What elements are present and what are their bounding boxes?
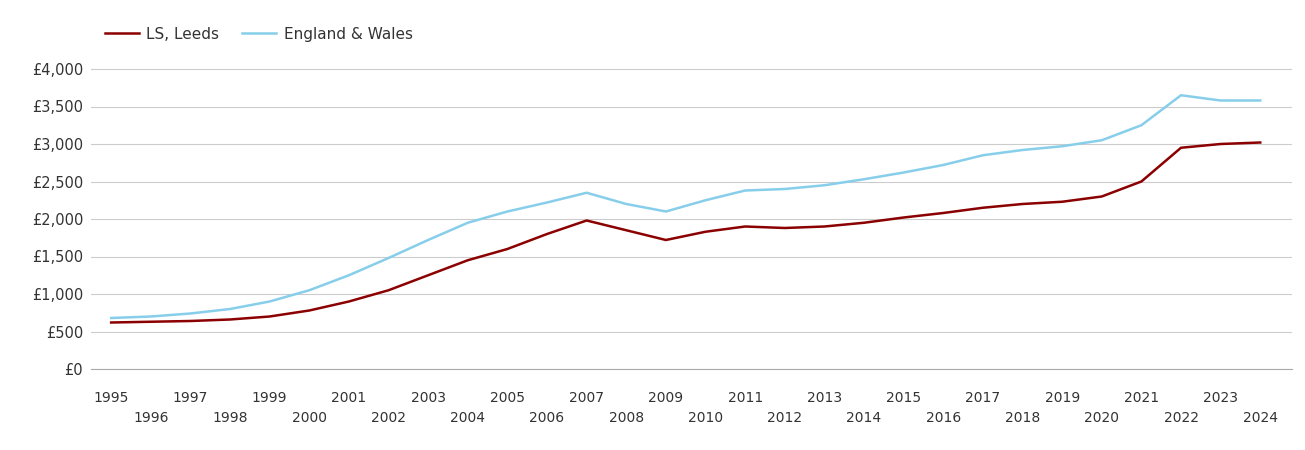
England & Wales (856, 176, 872, 182)
Text: 2007: 2007 (569, 391, 604, 405)
Text: 1998: 1998 (213, 411, 248, 425)
LS, Leeds (737, 224, 753, 229)
Text: 2001: 2001 (331, 391, 367, 405)
Text: 2016: 2016 (925, 411, 960, 425)
Text: 2012: 2012 (767, 411, 803, 425)
England & Wales (1134, 122, 1150, 128)
Text: 2024: 2024 (1242, 411, 1278, 425)
LS, Leeds (936, 210, 951, 216)
LS, Leeds (579, 218, 595, 223)
England & Wales (262, 299, 278, 304)
Line: England & Wales: England & Wales (111, 95, 1261, 318)
LS, Leeds (341, 299, 356, 304)
Text: 2000: 2000 (292, 411, 326, 425)
England & Wales (737, 188, 753, 193)
LS, Leeds (1134, 179, 1150, 184)
England & Wales (222, 306, 238, 312)
England & Wales (975, 153, 990, 158)
Text: 1995: 1995 (94, 391, 129, 405)
Text: 1997: 1997 (172, 391, 207, 405)
LS, Leeds (975, 205, 990, 211)
LS, Leeds (301, 308, 317, 313)
Text: 2020: 2020 (1084, 411, 1120, 425)
LS, Leeds (698, 229, 714, 234)
Legend: LS, Leeds, England & Wales: LS, Leeds, England & Wales (99, 21, 419, 48)
England & Wales (144, 314, 159, 319)
England & Wales (459, 220, 475, 225)
Text: 2017: 2017 (966, 391, 1001, 405)
Line: LS, Leeds: LS, Leeds (111, 143, 1261, 323)
England & Wales (1054, 144, 1070, 149)
Text: 2010: 2010 (688, 411, 723, 425)
Text: 2005: 2005 (489, 391, 525, 405)
England & Wales (500, 209, 515, 214)
Text: 2013: 2013 (806, 391, 842, 405)
Text: 2011: 2011 (727, 391, 762, 405)
England & Wales (698, 198, 714, 203)
Text: 1996: 1996 (133, 411, 168, 425)
Text: 2023: 2023 (1203, 391, 1238, 405)
LS, Leeds (1054, 199, 1070, 204)
Text: 1999: 1999 (252, 391, 287, 405)
England & Wales (103, 315, 119, 321)
LS, Leeds (103, 320, 119, 325)
Text: 2008: 2008 (608, 411, 643, 425)
LS, Leeds (895, 215, 911, 220)
England & Wales (1212, 98, 1228, 103)
England & Wales (1253, 98, 1268, 103)
LS, Leeds (222, 317, 238, 322)
Text: 2014: 2014 (847, 411, 882, 425)
LS, Leeds (381, 288, 397, 293)
LS, Leeds (144, 319, 159, 324)
England & Wales (183, 311, 198, 316)
England & Wales (1015, 147, 1031, 153)
Text: 2015: 2015 (886, 391, 921, 405)
LS, Leeds (658, 237, 673, 243)
Text: 2009: 2009 (649, 391, 684, 405)
LS, Leeds (262, 314, 278, 319)
England & Wales (381, 255, 397, 261)
LS, Leeds (1173, 145, 1189, 150)
LS, Leeds (500, 246, 515, 252)
England & Wales (936, 162, 951, 168)
LS, Leeds (619, 228, 634, 233)
Text: 2003: 2003 (411, 391, 445, 405)
Text: 2004: 2004 (450, 411, 485, 425)
LS, Leeds (183, 318, 198, 324)
LS, Leeds (420, 273, 436, 278)
Text: 2022: 2022 (1164, 411, 1198, 425)
England & Wales (895, 170, 911, 175)
LS, Leeds (1212, 141, 1228, 147)
England & Wales (579, 190, 595, 195)
England & Wales (1094, 138, 1109, 143)
England & Wales (341, 273, 356, 278)
England & Wales (776, 186, 792, 192)
Text: 2021: 2021 (1124, 391, 1159, 405)
England & Wales (1173, 93, 1189, 98)
England & Wales (817, 183, 833, 188)
LS, Leeds (1253, 140, 1268, 145)
Text: 2018: 2018 (1005, 411, 1040, 425)
England & Wales (420, 237, 436, 243)
LS, Leeds (1015, 201, 1031, 207)
Text: 2002: 2002 (371, 411, 406, 425)
Text: 2006: 2006 (530, 411, 565, 425)
England & Wales (658, 209, 673, 214)
LS, Leeds (856, 220, 872, 225)
LS, Leeds (817, 224, 833, 229)
LS, Leeds (539, 231, 555, 237)
England & Wales (301, 288, 317, 293)
LS, Leeds (776, 225, 792, 231)
England & Wales (539, 200, 555, 205)
Text: 2019: 2019 (1044, 391, 1079, 405)
LS, Leeds (1094, 194, 1109, 199)
LS, Leeds (459, 257, 475, 263)
England & Wales (619, 201, 634, 207)
